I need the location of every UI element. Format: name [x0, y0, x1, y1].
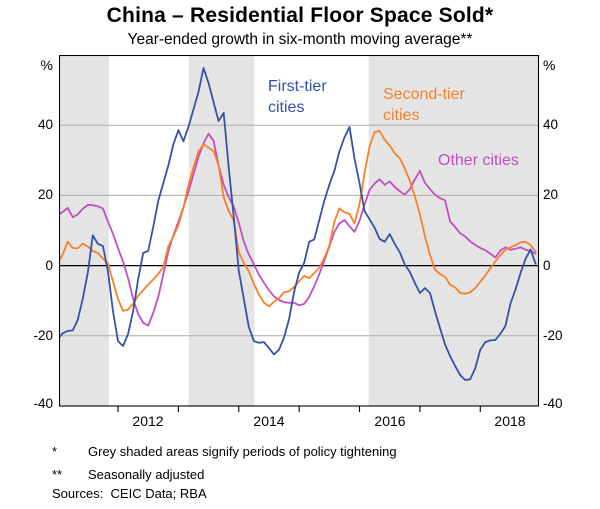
plot-canvas — [59, 55, 540, 412]
x-year-label-2012: 2012 — [132, 413, 164, 429]
y-tick-label-right-m20: -20 — [543, 328, 563, 343]
footnote-2: ** Seasonally adjusted — [52, 467, 204, 482]
y-tick-label-left-20: 20 — [37, 187, 53, 202]
footnote-2-symbol: ** — [52, 467, 63, 482]
y-tick-label-right-20: 20 — [543, 187, 559, 202]
shaded-band — [368, 55, 539, 406]
shaded-band — [59, 55, 109, 406]
x-year-label-2016: 2016 — [374, 413, 406, 429]
series-label-first-tier: First-tier cities — [268, 78, 327, 116]
series-label-second-tier: Second-tier cities — [383, 86, 465, 124]
sources-text: Sources: CEIC Data; RBA — [52, 486, 207, 501]
y-axis-unit-right: % — [543, 57, 556, 73]
chart-subtitle: Year-ended growth in six-month moving av… — [127, 31, 473, 48]
series-line-first-tier-cities — [59, 67, 537, 381]
y-tick-label-left-40: 40 — [37, 117, 53, 132]
series-line-other-cities — [59, 132, 537, 327]
y-tick-label-left-m40: -40 — [33, 396, 53, 411]
x-year-label-2018: 2018 — [494, 413, 526, 429]
shaded-band — [188, 55, 255, 406]
footnote-2-text: Seasonally adjusted — [88, 467, 205, 482]
page-title: China – Residential Floor Space Sold* — [106, 4, 494, 27]
y-tick-label-right-0: 0 — [543, 258, 551, 273]
y-tick-label-left-m20: -20 — [33, 328, 53, 343]
y-axis-unit-left: % — [40, 57, 53, 73]
series-label-other: Other cities — [438, 152, 519, 169]
footnote-1-text: Grey shaded areas signify periods of pol… — [88, 444, 397, 459]
y-tick-label-right-m40: -40 — [543, 396, 563, 411]
y-tick-label-left-0: 0 — [45, 258, 53, 273]
x-year-label-2014: 2014 — [253, 413, 285, 429]
footnote-1-symbol: * — [52, 444, 58, 459]
y-tick-label-right-40: 40 — [543, 117, 559, 132]
footnote-1: * Grey shaded areas signify periods of p… — [52, 444, 397, 459]
